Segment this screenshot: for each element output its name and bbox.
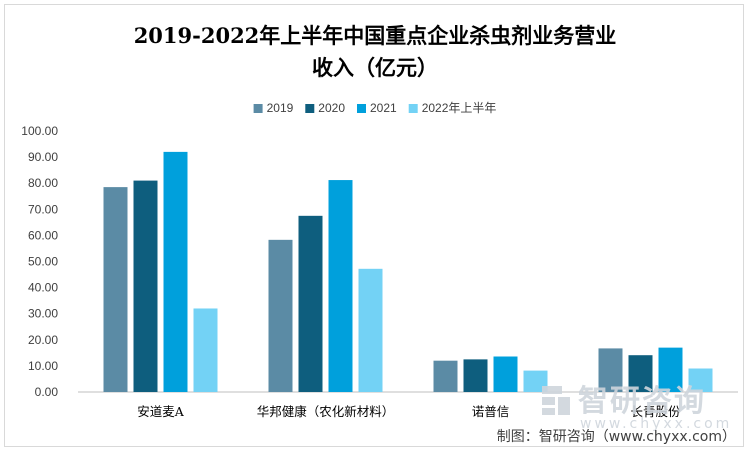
bar — [628, 355, 653, 392]
bar — [463, 359, 488, 392]
y-tick-label: 70.00 — [28, 202, 58, 216]
source-note: 制图：智研咨询（www.chyxx.com） — [497, 429, 736, 445]
chart-title-line-2: 收入（亿元） — [312, 55, 438, 80]
legend-swatch — [357, 104, 366, 113]
x-category-label: 长青股份 — [630, 404, 681, 419]
y-tick-label: 100.00 — [21, 124, 58, 138]
bar — [658, 347, 683, 392]
bar — [523, 370, 548, 392]
legend-swatch — [408, 104, 418, 113]
bar — [163, 151, 188, 392]
watermark-logo-icon — [542, 386, 570, 415]
legend-item: 2020 — [305, 101, 345, 115]
bar — [598, 348, 623, 392]
watermark: 智研咨询 www.chyxx.com — [542, 384, 732, 432]
bar — [133, 180, 158, 392]
bars — [103, 151, 713, 392]
bar — [328, 180, 353, 392]
y-axis: 0.00 10.00 20.00 30.00 40.00 50.00 60.00 70.00 8… — [21, 124, 58, 399]
y-tick-label: 10.00 — [28, 359, 58, 373]
legend-swatch — [305, 104, 315, 113]
x-category-label: 华邦健康（农化新材料） — [257, 404, 395, 419]
legend: 2019 2020 2021 2022年上半年 — [253, 101, 497, 115]
bar — [193, 308, 218, 392]
bar — [493, 356, 518, 392]
legend-swatch — [253, 104, 263, 113]
watermark-url: www.chyxx.com — [580, 416, 732, 432]
x-axis: 安道麦A 华邦健康（农化新材料） 诺普信 长青股份 — [137, 404, 681, 419]
y-tick-label: 30.00 — [28, 307, 58, 321]
y-tick-label: 50.00 — [28, 255, 58, 269]
legend-label: 2020 — [318, 101, 345, 115]
x-category-label: 诺普信 — [472, 404, 510, 419]
bar — [358, 268, 383, 392]
y-tick-label: 40.00 — [28, 281, 58, 295]
bar — [433, 360, 458, 392]
watermark-name: 智研咨询 — [578, 384, 706, 419]
bar — [298, 215, 323, 392]
y-tick-label: 20.00 — [28, 333, 58, 347]
legend-item: 2022年上半年 — [408, 101, 497, 115]
chart-title-line-1: 2019-2022年上半年中国重点企业杀虫剂业务营业 — [134, 23, 617, 48]
bar — [688, 368, 713, 392]
y-tick-label: 80.00 — [28, 176, 58, 190]
y-tick-label: 60.00 — [28, 228, 58, 242]
bar — [268, 239, 293, 392]
y-tick-label: 90.00 — [28, 150, 58, 164]
y-tick-label: 0.00 — [35, 385, 59, 399]
legend-item: 2021 — [357, 101, 397, 115]
legend-label: 2022年上半年 — [422, 101, 497, 115]
bar — [103, 187, 128, 392]
legend-label: 2019 — [267, 101, 294, 115]
legend-item: 2019 — [253, 101, 294, 115]
chart-title: 2019-2022年上半年中国重点企业杀虫剂业务营业 收入（亿元） — [134, 23, 617, 80]
legend-label: 2021 — [370, 101, 397, 115]
x-category-label: 安道麦A — [137, 404, 185, 419]
